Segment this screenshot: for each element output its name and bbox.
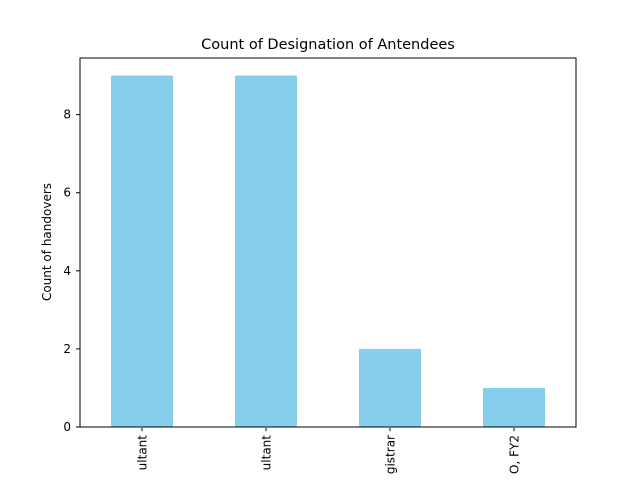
- y-tick-label: 8: [63, 108, 71, 122]
- x-tick-label: gistrar: [384, 435, 398, 474]
- plot-frame: [79, 57, 577, 428]
- bar: [359, 348, 421, 427]
- y-tick-label: 0: [63, 420, 71, 434]
- y-axis: 0 2 4 6 8: [63, 108, 80, 434]
- bar: [483, 387, 545, 427]
- x-tick-label: ultant: [136, 435, 150, 471]
- y-tick-label: 6: [63, 186, 71, 200]
- y-tick-label: 4: [63, 264, 71, 278]
- bars-layer: [111, 75, 545, 427]
- bar: [111, 75, 173, 427]
- y-axis-label: Count of handovers: [40, 183, 54, 301]
- x-tick-label: O, FY2: [508, 435, 522, 474]
- x-tick-label: ultant: [260, 435, 274, 471]
- x-axis: ultant ultant gistrar O, FY2: [136, 428, 522, 474]
- chart-title: Count of Designation of Antendees: [201, 37, 455, 53]
- y-tick-label: 2: [63, 342, 71, 356]
- bar: [235, 75, 297, 427]
